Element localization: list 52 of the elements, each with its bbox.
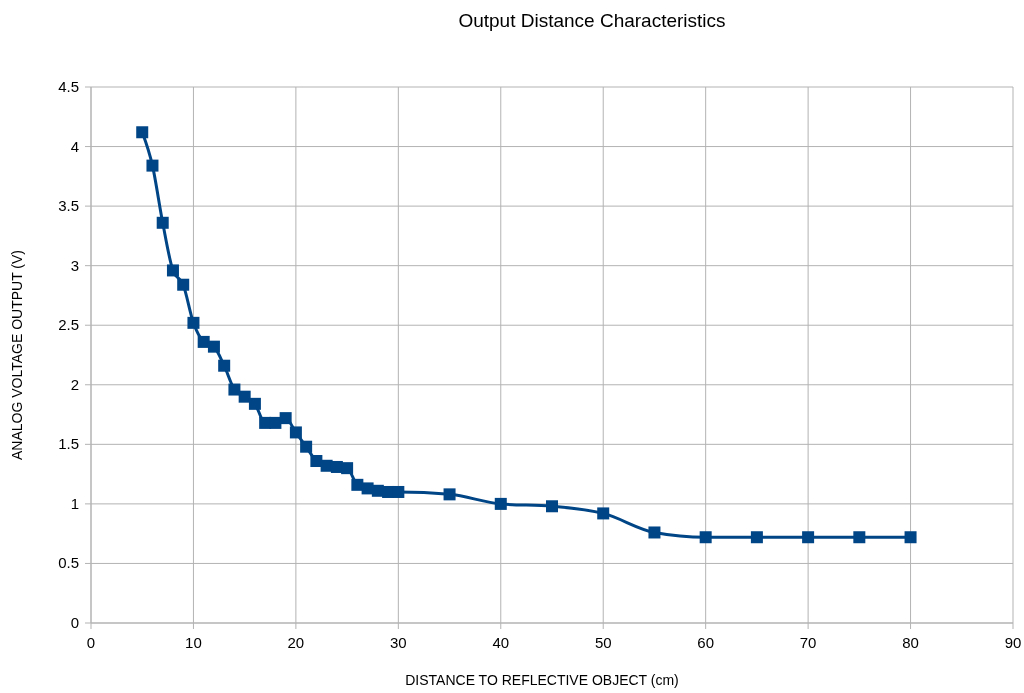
point <box>494 497 507 510</box>
point <box>546 500 558 513</box>
y-tick-label: 4 <box>70 137 79 155</box>
x-tick-label: 30 <box>389 634 407 651</box>
y-tick-label: 0 <box>70 614 79 631</box>
x-tick-label: 60 <box>697 634 715 651</box>
y-tick-label: 1 <box>70 494 79 512</box>
y-tick-label: 0.5 <box>58 554 79 572</box>
point <box>351 478 364 491</box>
point <box>218 359 231 372</box>
x-tick-label: 40 <box>492 634 510 651</box>
point <box>156 216 169 229</box>
x-tick-label: 70 <box>799 634 817 651</box>
point <box>853 531 866 544</box>
y-tick-label: 2 <box>70 375 79 393</box>
point <box>238 390 251 403</box>
point <box>279 412 292 425</box>
point <box>341 462 354 475</box>
y-tick-label: 3 <box>70 256 79 274</box>
x-tick-label: 10 <box>185 634 202 651</box>
point <box>699 531 712 544</box>
x-tick-label: 80 <box>902 634 919 651</box>
y-tick-label: 4.5 <box>58 78 79 95</box>
point <box>197 335 210 348</box>
point <box>750 531 763 544</box>
point <box>187 316 200 329</box>
point <box>648 526 661 539</box>
point <box>300 440 313 453</box>
point <box>228 383 241 396</box>
x-tick-label: 0 <box>86 634 96 651</box>
point <box>443 488 456 501</box>
point <box>802 531 815 544</box>
point <box>392 485 405 498</box>
point <box>166 264 179 277</box>
point <box>136 126 149 139</box>
x-axis-title: DISTANCE TO REFLECTIVE OBJECT (cm) <box>405 672 679 688</box>
chart-title: Output Distance Characteristics <box>458 10 726 31</box>
point <box>310 455 323 468</box>
x-tick-label: 20 <box>287 634 305 651</box>
point <box>146 159 159 172</box>
y-tick-label: 2.5 <box>58 316 79 334</box>
point <box>248 397 261 410</box>
point <box>289 426 302 439</box>
x-tick-label: 90 <box>1004 634 1022 651</box>
point <box>207 340 220 353</box>
y-tick-label: 1.5 <box>58 435 79 453</box>
point <box>597 507 610 520</box>
point <box>177 278 190 291</box>
y-tick-label: 3.5 <box>58 197 79 215</box>
x-tick-label: 50 <box>594 634 612 651</box>
y-axis-title: ANALOG VOLTAGE OUTPUT (V) <box>9 249 25 461</box>
point <box>904 531 917 544</box>
